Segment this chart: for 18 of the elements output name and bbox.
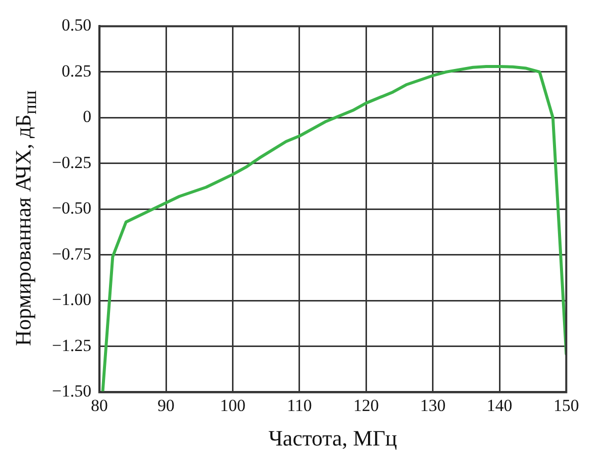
x-tick-label: 90 xyxy=(158,396,175,415)
y-tick-label: 0 xyxy=(82,107,92,126)
x-tick-label: 140 xyxy=(486,396,512,415)
y-tick-label: −1.25 xyxy=(52,336,92,355)
y-tick-label: 0.50 xyxy=(62,16,92,35)
x-tick-label: 110 xyxy=(287,396,312,415)
x-tick-label: 100 xyxy=(220,396,246,415)
x-axis-title: Частота, МГц xyxy=(268,426,398,451)
x-tick-label: 130 xyxy=(420,396,446,415)
x-tick-label: 80 xyxy=(90,396,108,415)
y-tick-label: −1.00 xyxy=(52,290,92,310)
y-tick-label: −1.50 xyxy=(52,382,92,401)
y-tick-label: 0.25 xyxy=(62,61,92,80)
y-tick-label: −0.50 xyxy=(52,198,92,218)
y-tick-label: −0.25 xyxy=(52,152,92,172)
y-tick-label: −0.75 xyxy=(52,244,92,264)
x-tick-label: 120 xyxy=(353,396,379,415)
x-tick-label: 150 xyxy=(554,396,579,415)
